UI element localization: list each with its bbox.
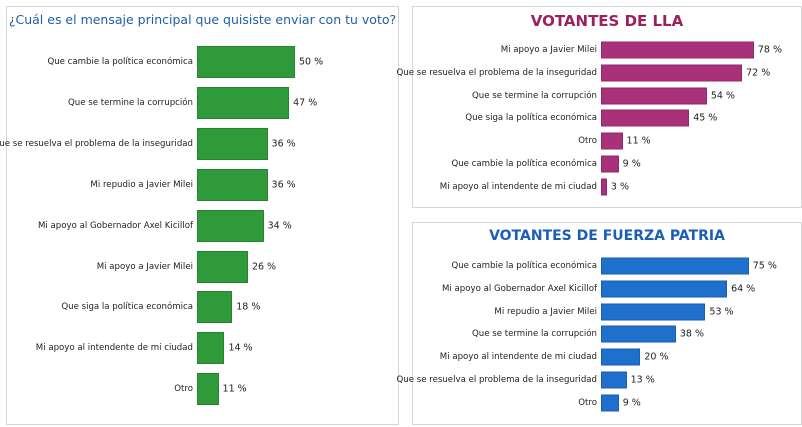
category-label: Que se resuelva el problema de la insegu… — [396, 375, 597, 385]
data-label: 36 % — [271, 138, 296, 150]
data-label: 14 % — [228, 342, 253, 354]
bar — [197, 332, 225, 365]
chart-title: VOTANTES DE LLA — [530, 12, 684, 30]
category-label: Mi repudio a Javier Milei — [90, 179, 193, 190]
data-label: 72 % — [746, 67, 771, 79]
data-label: 9 % — [622, 397, 641, 409]
bar — [601, 303, 706, 321]
bar — [197, 209, 264, 242]
data-label: 50 % — [299, 56, 324, 68]
category-label: Otro — [578, 397, 597, 408]
bar — [601, 109, 690, 127]
data-label: 78 % — [757, 44, 783, 56]
bar — [601, 87, 707, 105]
data-label: 3 % — [610, 181, 629, 193]
bar — [197, 127, 268, 160]
data-label: 26 % — [251, 261, 277, 272]
bar — [601, 132, 623, 150]
category-label: Mi apoyo a Javier Milei — [96, 261, 193, 272]
data-label: 11 % — [626, 135, 651, 147]
data-label: 13 % — [630, 374, 655, 386]
bar — [601, 178, 607, 196]
data-label: 45 % — [693, 112, 718, 124]
data-label: 75 % — [752, 260, 777, 272]
chart-title: ¿Cuál es el mensaje principal que quisis… — [8, 12, 397, 27]
bar — [601, 155, 619, 173]
category-label: Mi apoyo al intendente de mi ciudad — [439, 181, 597, 192]
bar — [601, 280, 728, 298]
category-label: Que cambie la política económica — [451, 159, 597, 169]
category-label: Que siga la política económica — [61, 302, 193, 313]
category-label: Mi apoyo al Gobernador Axel Kicillof — [441, 283, 597, 294]
category-label: Que cambie la política económica — [451, 261, 597, 271]
chart-panel-fuerza-patria: VOTANTES DE FUERZA PATRIA — [412, 222, 802, 425]
bar — [197, 168, 268, 201]
category-label: Mi apoyo a Javier Milei — [500, 45, 597, 55]
data-label: 18 % — [236, 301, 261, 313]
data-label: 38 % — [679, 328, 704, 340]
data-label: 47 % — [293, 97, 318, 109]
category-label: Mi repudio a Javier Milei — [494, 306, 597, 317]
data-label: 11 % — [222, 383, 247, 395]
category-label: Que se termine la corrupción — [472, 329, 597, 340]
category-label: Otro — [578, 136, 597, 147]
bar — [197, 250, 248, 283]
bar — [197, 46, 295, 78]
bar — [601, 325, 676, 343]
category-label: Que cambie la política económica — [47, 57, 193, 67]
category-label: Otro — [174, 384, 193, 395]
category-label: Que siga la política económica — [465, 113, 597, 124]
bar — [601, 41, 754, 59]
data-label: 20 % — [644, 351, 669, 363]
data-label: 64 % — [731, 283, 756, 295]
category-label: Mi apoyo al intendente de mi ciudad — [35, 343, 193, 354]
chart-title: VOTANTES DE FUERZA PATRIA — [489, 228, 725, 244]
bar — [601, 371, 627, 389]
bar — [197, 86, 290, 119]
category-label: Que se termine la corrupción — [472, 90, 597, 101]
data-label: 54 % — [710, 90, 735, 102]
category-label: Mi apoyo al intendente de mi ciudad — [439, 352, 597, 363]
category-label: Mi apoyo al Gobernador Axel Kicillof — [37, 220, 193, 231]
bar — [601, 394, 619, 412]
data-label: 53 % — [709, 306, 734, 318]
bar — [601, 257, 749, 275]
data-label: 9 % — [622, 158, 641, 170]
category-label: Que se resuelva el problema de la insegu… — [0, 138, 193, 149]
data-label: 36 % — [271, 179, 296, 191]
category-label: Que se resuelva el problema de la insegu… — [396, 67, 597, 78]
category-label: Que se termine la corrupción — [68, 97, 193, 108]
bar — [601, 348, 641, 366]
bar — [197, 291, 233, 324]
chart-panel-lla: VOTANTES DE LLA — [412, 6, 802, 208]
bar — [197, 373, 219, 406]
bar — [601, 64, 743, 82]
data-label: 34 % — [267, 220, 292, 232]
